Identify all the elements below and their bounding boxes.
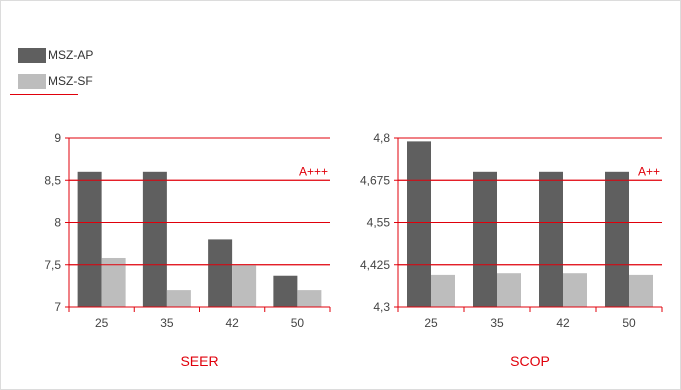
scop-bar-msz-sf-25 <box>431 274 455 307</box>
scop-y-tick-label: 4,3 <box>373 300 390 314</box>
seer-axis-title: SEER <box>180 353 218 369</box>
seer-bar-msz-ap-42 <box>208 239 233 307</box>
seer-x-tick-label: 50 <box>291 316 305 330</box>
seer-y-tick-label: 9 <box>54 131 61 145</box>
scop-x-tick-label: 35 <box>490 316 504 330</box>
legend-divider <box>10 94 78 95</box>
seer-y-tick-label: 8,5 <box>44 173 61 187</box>
seer-bar-msz-ap-50 <box>273 275 298 307</box>
scop-y-tick-label: 4,425 <box>360 258 390 272</box>
seer-y-tick-label: 7 <box>54 300 61 314</box>
legend-item-msz-ap: MSZ-AP <box>18 42 93 68</box>
scop-x-tick-label: 50 <box>622 316 636 330</box>
legend: MSZ-AP MSZ-SF <box>18 42 93 94</box>
seer-bar-msz-sf-35 <box>166 290 191 307</box>
seer-x-tick-label: 42 <box>225 316 239 330</box>
seer-x-tick-label: 35 <box>160 316 174 330</box>
scop-bar-msz-ap-42 <box>539 171 563 307</box>
scop-x-tick-label: 25 <box>424 316 438 330</box>
scop-x-tick-label: 42 <box>556 316 570 330</box>
scop-y-tick-label: 4,8 <box>373 131 390 145</box>
seer-bar-msz-sf-25 <box>101 257 126 307</box>
seer-bar-msz-sf-42 <box>232 264 257 307</box>
seer-y-tick-label: 7,5 <box>44 258 61 272</box>
legend-swatch-msz-ap <box>18 47 46 63</box>
seer-rating-label: A+++ <box>299 164 328 178</box>
seer-x-tick-label: 25 <box>95 316 109 330</box>
scop-y-tick-label: 4,675 <box>360 173 390 187</box>
scop-bar-msz-sf-50 <box>629 274 653 307</box>
seer-y-tick-label: 8 <box>54 216 61 230</box>
legend-item-msz-sf: MSZ-SF <box>18 68 93 94</box>
legend-label-msz-ap: MSZ-AP <box>48 48 94 62</box>
seer-bar-msz-ap-25 <box>77 171 102 307</box>
scop-bar-msz-sf-42 <box>563 273 587 307</box>
legend-swatch-msz-sf <box>18 73 46 89</box>
seer-bar-msz-ap-35 <box>142 171 167 307</box>
scop-bar-msz-sf-35 <box>497 273 521 307</box>
scop-bar-msz-ap-35 <box>473 171 497 307</box>
scop-axis-title: SCOP <box>510 353 550 369</box>
scop-rating-label: A++ <box>638 164 660 178</box>
legend-label-msz-sf: MSZ-SF <box>48 74 93 88</box>
scop-bar-msz-ap-25 <box>407 141 431 307</box>
seer-bar-msz-sf-50 <box>297 290 322 307</box>
scop-y-tick-label: 4,55 <box>367 216 391 230</box>
scop-bar-msz-ap-50 <box>605 171 629 307</box>
